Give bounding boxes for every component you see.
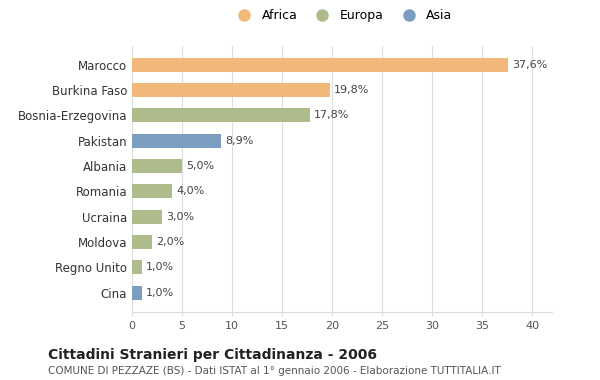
Bar (132, 286, 142, 299)
Text: 1,0%: 1,0% (146, 288, 174, 298)
Bar (132, 260, 142, 274)
Bar (132, 159, 182, 173)
Text: 1,0%: 1,0% (146, 262, 174, 272)
Text: 2,0%: 2,0% (156, 237, 184, 247)
Text: 19,8%: 19,8% (334, 85, 370, 95)
Text: 4,0%: 4,0% (176, 186, 204, 196)
Bar (132, 184, 172, 198)
Text: 37,6%: 37,6% (512, 60, 547, 70)
Bar (132, 210, 162, 223)
Text: 3,0%: 3,0% (166, 212, 194, 222)
Bar (132, 134, 221, 147)
Bar (132, 235, 152, 249)
Text: 8,9%: 8,9% (225, 136, 253, 146)
Bar (132, 58, 508, 71)
Bar (132, 83, 330, 97)
Text: COMUNE DI PEZZAZE (BS) - Dati ISTAT al 1° gennaio 2006 - Elaborazione TUTTITALIA: COMUNE DI PEZZAZE (BS) - Dati ISTAT al 1… (48, 366, 501, 375)
Text: 5,0%: 5,0% (186, 161, 214, 171)
Text: 17,8%: 17,8% (314, 110, 349, 120)
Legend: Africa, Europa, Asia: Africa, Europa, Asia (227, 4, 458, 27)
Text: Cittadini Stranieri per Cittadinanza - 2006: Cittadini Stranieri per Cittadinanza - 2… (48, 348, 377, 362)
Bar (132, 108, 310, 122)
